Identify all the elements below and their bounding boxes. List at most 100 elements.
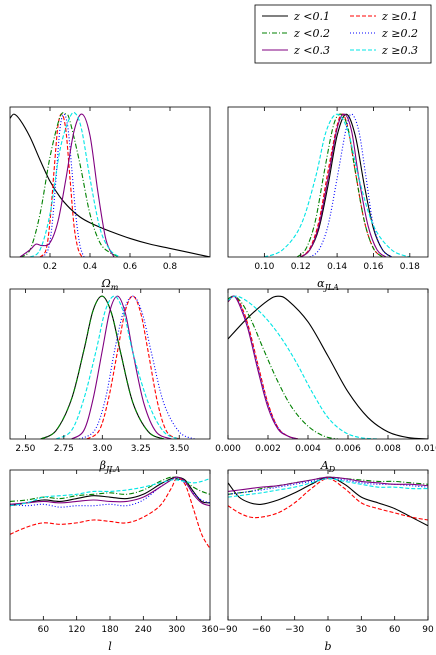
- legend-label: z <0.1: [293, 10, 330, 23]
- series-line: [40, 295, 165, 439]
- series-line: [228, 295, 339, 439]
- series-line: [10, 113, 210, 257]
- series-line: [300, 113, 392, 257]
- x-tick-label: 90: [422, 625, 434, 635]
- x-axis-label-sub: m: [111, 283, 119, 292]
- legend-label: z ≥0.1: [381, 10, 418, 23]
- x-axis-label-sub: D: [328, 465, 336, 474]
- x-axis-label: l: [108, 640, 112, 653]
- x-axis-label-main: l: [108, 640, 112, 653]
- legend-label: z ≥0.2: [381, 27, 418, 40]
- series-line: [10, 478, 210, 507]
- x-tick-label: 0.000: [215, 444, 241, 454]
- x-tick-label: −90: [219, 625, 238, 635]
- series-line: [10, 476, 210, 507]
- series-line: [86, 295, 180, 439]
- x-tick-label: 0.008: [375, 444, 401, 454]
- x-tick-label: 3.00: [92, 444, 112, 454]
- series-line: [228, 295, 428, 439]
- axes-frame: [227, 288, 429, 440]
- series-line: [19, 113, 115, 257]
- x-tick-label: 0.18: [400, 262, 420, 272]
- series-line: [228, 478, 428, 521]
- panel-a-d: 0.000 0.002 0.004 0.006 0.008 0.010 AD: [215, 288, 436, 474]
- x-tick-label: 240: [135, 625, 152, 635]
- x-axis-label: AD: [320, 459, 336, 474]
- panel-beta-jla: 2.50 2.75 3.00 3.25 3.50 βJLA: [9, 288, 211, 474]
- x-axis-label-main: α: [317, 277, 325, 290]
- x-tick-label: 0.12: [291, 262, 311, 272]
- x-axis-label-sub: JLA: [323, 283, 340, 292]
- series-line: [228, 295, 379, 439]
- x-tick-label: 0.004: [295, 444, 321, 454]
- series-line: [228, 295, 299, 439]
- legend-label: z ≥0.3: [381, 44, 418, 57]
- x-tick-label: 0.10: [254, 262, 274, 272]
- series-line: [309, 113, 392, 257]
- legend-frame: [254, 4, 432, 64]
- x-tick-label: 360: [201, 625, 218, 635]
- series-line: [228, 295, 299, 439]
- x-tick-label: 60: [38, 625, 50, 635]
- series-line: [10, 476, 210, 507]
- x-axis-label-main: β: [99, 459, 106, 472]
- x-tick-label: 3.50: [169, 444, 189, 454]
- series-line: [29, 111, 121, 257]
- x-tick-label: −60: [252, 625, 271, 635]
- x-axis-label-sub: JLA: [104, 465, 121, 474]
- x-axis-label: βJLA: [99, 459, 121, 474]
- x-tick-label: 2.75: [54, 444, 74, 454]
- series-line: [10, 476, 210, 502]
- x-tick-label: 2.50: [15, 444, 35, 454]
- series-line: [228, 476, 428, 492]
- legend-label: z <0.3: [293, 44, 330, 57]
- x-tick-label: 0.4: [83, 262, 98, 272]
- x-tick-label: 0.6: [123, 262, 138, 272]
- x-tick-label: 0.8: [163, 262, 178, 272]
- x-axis-label-main: Ω: [101, 277, 111, 290]
- legend-label: z <0.2: [293, 27, 330, 40]
- axes-frame: [9, 288, 211, 440]
- x-axis-label: b: [324, 640, 331, 653]
- series-line: [228, 295, 299, 439]
- series-line: [39, 113, 83, 257]
- x-tick-label: 0.14: [327, 262, 347, 272]
- x-tick-label: 3.25: [131, 444, 151, 454]
- series-line: [10, 477, 210, 549]
- x-tick-label: 0.16: [363, 262, 383, 272]
- series-line: [71, 295, 172, 439]
- series-line: [19, 112, 121, 257]
- x-tick-label: 0.002: [255, 444, 281, 454]
- series-line: [41, 113, 85, 257]
- series-line: [264, 113, 411, 257]
- series-line: [55, 295, 180, 439]
- x-tick-label: 0.006: [335, 444, 361, 454]
- x-tick-label: 120: [68, 625, 85, 635]
- axes-frame: [9, 106, 211, 258]
- x-axis-label: Ωm: [101, 277, 119, 292]
- series-line: [296, 113, 383, 257]
- series-line: [40, 295, 165, 439]
- x-axis-label-main: b: [324, 640, 331, 653]
- series-line: [78, 295, 195, 439]
- legend: z <0.1 z ≥0.1 z <0.2 z ≥0.2 z <0.3 z ≥0.3: [254, 4, 432, 64]
- panel-alpha-jla: 0.10 0.12 0.14 0.16 0.18 αJLA: [227, 106, 429, 292]
- series-line: [228, 477, 428, 495]
- series-line: [228, 478, 428, 498]
- x-tick-label: −30: [285, 625, 304, 635]
- axes-frame: [227, 106, 429, 258]
- panel-l: 60 120 180 240 300 360 l: [9, 469, 219, 653]
- x-axis-label-main: A: [320, 459, 329, 472]
- x-tick-label: 0.010: [415, 444, 436, 454]
- x-tick-label: 30: [356, 625, 368, 635]
- panel-b: −90 −60 −30 0 30 60 90 b: [219, 469, 434, 653]
- axes-frame: [227, 469, 429, 621]
- panel-omega-m: 0.2 0.4 0.6 0.8 Ωm: [9, 106, 211, 292]
- x-tick-label: 60: [389, 625, 401, 635]
- x-axis-label: αJLA: [317, 277, 339, 292]
- x-tick-label: 0.2: [43, 262, 57, 272]
- x-tick-label: 0: [325, 625, 331, 635]
- series-line: [228, 476, 428, 495]
- x-tick-label: 180: [101, 625, 118, 635]
